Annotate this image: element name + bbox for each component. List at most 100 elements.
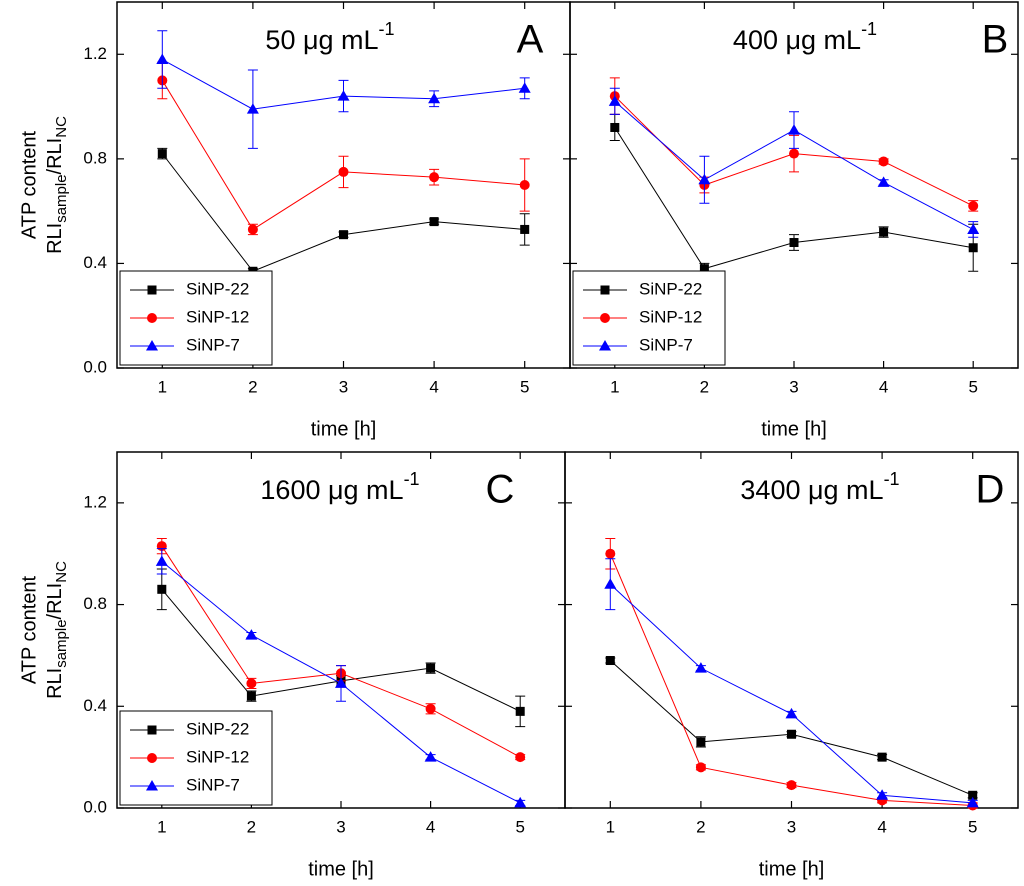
legend-marker — [147, 753, 157, 763]
data-point — [514, 796, 527, 808]
panel-title: 3400 μg mL-1 — [740, 469, 899, 505]
title-superscript: -1 — [884, 469, 900, 489]
data-point — [789, 148, 799, 159]
x-tick-label: 1 — [158, 377, 167, 396]
x-tick-label: 5 — [968, 817, 977, 836]
x-tick-label: 4 — [877, 817, 886, 836]
data-point — [967, 223, 980, 234]
data-point — [339, 230, 348, 240]
legend-label: SiNP-12 — [186, 747, 249, 766]
title-text: 400 μg mL — [733, 25, 861, 55]
plot-frame — [564, 451, 1019, 809]
data-point — [337, 90, 350, 101]
y-axis-label: ATP content — [18, 130, 40, 239]
legend-marker — [147, 725, 157, 735]
data-point — [694, 662, 707, 673]
data-point — [246, 691, 256, 701]
y-axis-label: ATP content — [18, 575, 40, 684]
legend-marker — [147, 285, 157, 295]
x-tick-label: 2 — [700, 377, 709, 396]
data-point — [429, 217, 439, 227]
series-line — [609, 553, 973, 806]
legend-marker — [599, 340, 611, 351]
data-point — [245, 629, 258, 640]
data-point — [246, 678, 257, 689]
y-tick-label: 0.8 — [83, 594, 107, 613]
x-tick-label: 2 — [696, 817, 705, 836]
x-tick-label: 4 — [429, 377, 438, 396]
data-point — [157, 149, 167, 159]
data-point — [876, 789, 889, 800]
legend-label: SiNP-7 — [186, 335, 240, 354]
panel-letter: C — [486, 468, 515, 512]
y-label-subscript: NC — [53, 116, 70, 138]
x-tick-label: 3 — [339, 377, 348, 396]
data-point — [156, 53, 169, 65]
y-label-subscript: NC — [53, 561, 70, 583]
data-point — [604, 578, 617, 589]
x-tick-label: 2 — [247, 817, 256, 836]
panel-letter: B — [982, 18, 1009, 62]
title-superscript: -1 — [379, 19, 395, 39]
legend-marker — [146, 780, 158, 791]
data-point — [968, 243, 978, 253]
y-axis-label: RLIsample/RLINC — [44, 561, 70, 699]
panel-letter: A — [517, 18, 544, 62]
title-superscript: -1 — [861, 19, 877, 39]
y-label-subscript: sample — [53, 619, 70, 667]
data-point — [335, 677, 347, 688]
data-point — [787, 729, 796, 739]
x-axis-label: time [h] — [308, 858, 374, 880]
y-axis-label: RLIsample/RLINC — [44, 116, 70, 254]
data-point — [155, 555, 168, 566]
x-tick-label: 1 — [610, 377, 619, 396]
data-point — [518, 82, 531, 93]
data-point — [879, 227, 889, 237]
y-label-text: RLI — [44, 668, 66, 699]
data-point — [519, 180, 530, 190]
x-tick-label: 1 — [157, 817, 166, 836]
data-point — [695, 762, 706, 773]
x-tick-label: 3 — [787, 817, 796, 836]
data-point — [878, 156, 889, 167]
legend-label: SiNP-22 — [639, 279, 702, 298]
title-superscript: -1 — [404, 469, 420, 489]
panel-title: 400 μg mL-1 — [733, 19, 877, 55]
data-point — [608, 95, 621, 106]
x-tick-label: 5 — [520, 377, 529, 396]
data-point — [429, 172, 440, 183]
y-tick-label: 0.0 — [83, 357, 107, 376]
data-point — [424, 751, 437, 762]
y-tick-label: 0.0 — [83, 797, 107, 816]
data-point — [786, 780, 797, 791]
data-point — [877, 176, 890, 187]
data-point — [515, 706, 525, 716]
x-tick-label: 1 — [606, 817, 615, 836]
y-label-text: /RLI — [44, 138, 66, 175]
y-tick-label: 0.4 — [83, 696, 107, 715]
x-tick-label: 5 — [968, 377, 977, 396]
data-point — [605, 548, 616, 559]
y-label-text: RLI — [44, 223, 66, 254]
panel-letter: D — [976, 468, 1005, 512]
legend-marker — [147, 313, 157, 323]
data-point — [968, 790, 978, 800]
legend-marker — [600, 285, 610, 295]
data-point — [247, 224, 258, 235]
data-point — [699, 264, 709, 274]
panel-title: 50 μg mL-1 — [265, 19, 394, 55]
data-point — [157, 584, 167, 594]
y-tick-label: 1.2 — [83, 492, 107, 511]
series-line — [609, 583, 973, 804]
title-text: 1600 μg mL — [260, 475, 403, 505]
x-tick-label: 2 — [248, 377, 257, 396]
x-tick-label: 3 — [789, 377, 798, 396]
data-point — [785, 707, 798, 719]
data-point — [788, 124, 800, 135]
data-point — [698, 173, 711, 185]
data-point — [426, 663, 436, 673]
data-point — [605, 656, 615, 666]
title-text: 50 μg mL — [265, 25, 378, 55]
data-point — [425, 703, 436, 714]
